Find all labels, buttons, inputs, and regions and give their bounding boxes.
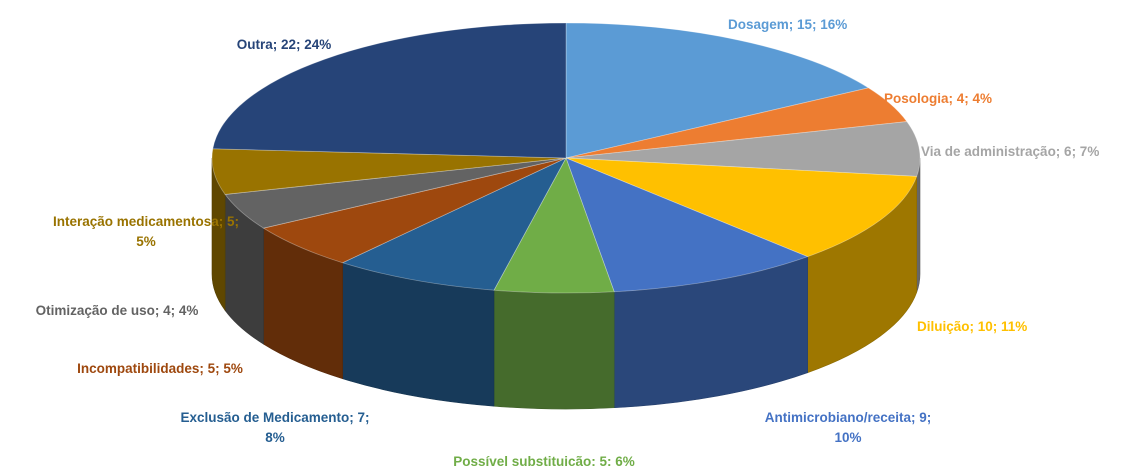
data-label-line: Possível substituição; 5; 6%	[453, 454, 635, 466]
pie-slice-antimicrobiano-receita[interactable]	[565, 157, 809, 293]
data-label-posologia: Posologia; 4; 4%	[884, 91, 992, 106]
pie-slice-possivel-substituicao[interactable]	[493, 157, 615, 294]
data-label-line: 5%	[136, 234, 156, 249]
data-label-line: Otimização de uso; 4; 4%	[36, 303, 199, 318]
pie-slice-exclusao-de-medicamento[interactable]	[341, 157, 567, 291]
pie-side-via-de-administracao	[916, 157, 921, 293]
pie-slice-incompatibilidades[interactable]	[262, 157, 567, 264]
data-label-otimizacao-de-uso: Otimização de uso; 4; 4%	[36, 303, 199, 318]
data-label-line: 8%	[265, 430, 285, 445]
data-label-antimicrobiano-receita: Antimicrobiano/receita; 9; 10%	[765, 410, 932, 445]
pie-side-possivel-substituicao	[493, 289, 615, 410]
data-label-line: 10%	[834, 430, 861, 445]
pie-slice-via-de-administracao[interactable]	[565, 121, 921, 177]
data-label-dosagem: Dosagem; 15; 16%	[728, 17, 847, 32]
pie-slice-diluicao[interactable]	[565, 157, 918, 258]
data-label-outra: Outra; 22; 24%	[237, 37, 332, 52]
data-label-line: Incompatibilidades; 5; 5%	[77, 361, 243, 376]
data-label-incompatibilidades: Incompatibilidades; 5; 5%	[77, 361, 243, 376]
pie-slice-otimizacao-de-uso[interactable]	[224, 157, 567, 229]
data-label-line: Posologia; 4; 4%	[884, 91, 992, 106]
data-label-line: Via de administração; 6; 7%	[921, 144, 1099, 159]
data-label-interacao-medicamentosa: Interação medicamentosa; 5; 5%	[53, 214, 239, 249]
data-label-line: Antimicrobiano/receita; 9;	[765, 410, 932, 425]
pie-slice-outra[interactable]	[212, 22, 567, 159]
pie-slice-dosagem[interactable]	[565, 22, 870, 159]
data-label-possivel-substituicao: Possível substituição; 5; 6%	[453, 454, 635, 466]
data-label-line: Outra; 22; 24%	[237, 37, 332, 52]
pie-slice-posologia[interactable]	[565, 87, 908, 159]
data-label-line: Diluição; 10; 11%	[917, 319, 1027, 334]
data-label-diluicao: Diluição; 10; 11%	[917, 319, 1027, 334]
pie-slice-interacao-medicamentosa[interactable]	[211, 148, 567, 195]
data-label-line: Dosagem; 15; 16%	[728, 17, 847, 32]
data-label-exclusao-de-medicamento: Exclusão de Medicamento; 7; 8%	[180, 410, 369, 445]
data-label-line: Exclusão de Medicamento; 7;	[180, 410, 369, 425]
data-label-line: Interação medicamentosa; 5;	[53, 214, 239, 229]
data-label-via-de-administracao: Via de administração; 6; 7%	[921, 144, 1099, 159]
